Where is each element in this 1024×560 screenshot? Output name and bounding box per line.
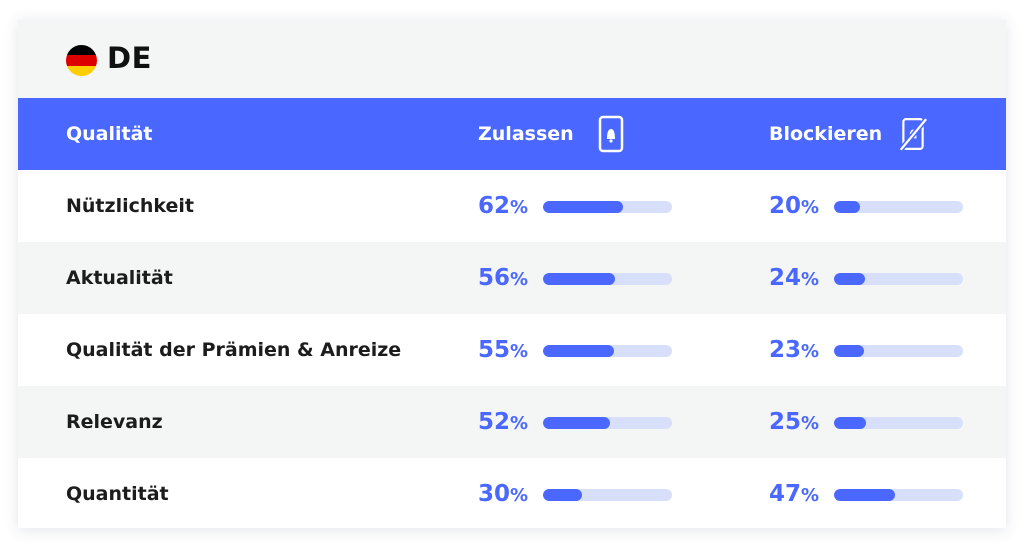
header-allow: Zulassen [478, 123, 574, 145]
allow-bar [543, 417, 672, 429]
allow-percent: 62% [478, 193, 529, 219]
block-percent: 20% [769, 193, 820, 219]
quality-label: Quantität [66, 483, 169, 505]
block-percent: 23% [769, 337, 820, 363]
block-bar-fill [834, 201, 860, 213]
block-bar-fill [834, 345, 864, 357]
block-bar-fill [834, 273, 865, 285]
header-block: Blockieren [769, 123, 883, 145]
block-bar-fill [834, 489, 895, 501]
table-header: Qualität Zulassen Blockieren [18, 98, 1006, 170]
allow-bar-fill [543, 345, 614, 357]
allow-percent: 30% [478, 481, 529, 507]
allow-percent: 52% [478, 409, 529, 435]
block-bar [834, 417, 963, 429]
table-row: Qualität der Prämien & Anreize 55% 23% [18, 314, 1006, 386]
block-bar [834, 345, 963, 357]
allow-bar [543, 345, 672, 357]
allow-bar [543, 489, 672, 501]
allow-bar-fill [543, 273, 616, 285]
quality-label: Qualität der Prämien & Anreize [66, 339, 402, 361]
allow-bar-fill [543, 201, 623, 213]
table-row: Nützlichkeit 62% 20% [18, 170, 1006, 242]
block-bar-fill [834, 417, 867, 429]
table-row: Quantität 30% 47% [18, 458, 1006, 528]
allow-bar [543, 273, 672, 285]
card-title-bar: DE [18, 20, 1006, 98]
allow-percent: 56% [478, 265, 529, 291]
block-percent: 25% [769, 409, 820, 435]
block-percent: 47% [769, 481, 820, 507]
table-row: Aktualität 56% 24% [18, 242, 1006, 314]
quality-label: Nützlichkeit [66, 195, 194, 217]
phone-bell-icon [598, 115, 624, 153]
allow-bar-fill [543, 489, 582, 501]
country-card: DE Qualität Zulassen Blockieren Nützlich… [18, 20, 1006, 528]
block-bar [834, 489, 963, 501]
allow-bar [543, 201, 672, 213]
block-percent: 24% [769, 265, 820, 291]
allow-bar-fill [543, 417, 611, 429]
header-quality: Qualität [66, 123, 153, 145]
table-row: Relevanz 52% 25% [18, 386, 1006, 458]
block-bar [834, 273, 963, 285]
quality-label: Aktualität [66, 267, 173, 289]
country-code: DE [107, 41, 152, 75]
quality-label: Relevanz [66, 411, 163, 433]
allow-percent: 55% [478, 337, 529, 363]
block-bar [834, 201, 963, 213]
germany-flag-icon [66, 45, 97, 76]
phone-blocked-icon [899, 117, 927, 152]
